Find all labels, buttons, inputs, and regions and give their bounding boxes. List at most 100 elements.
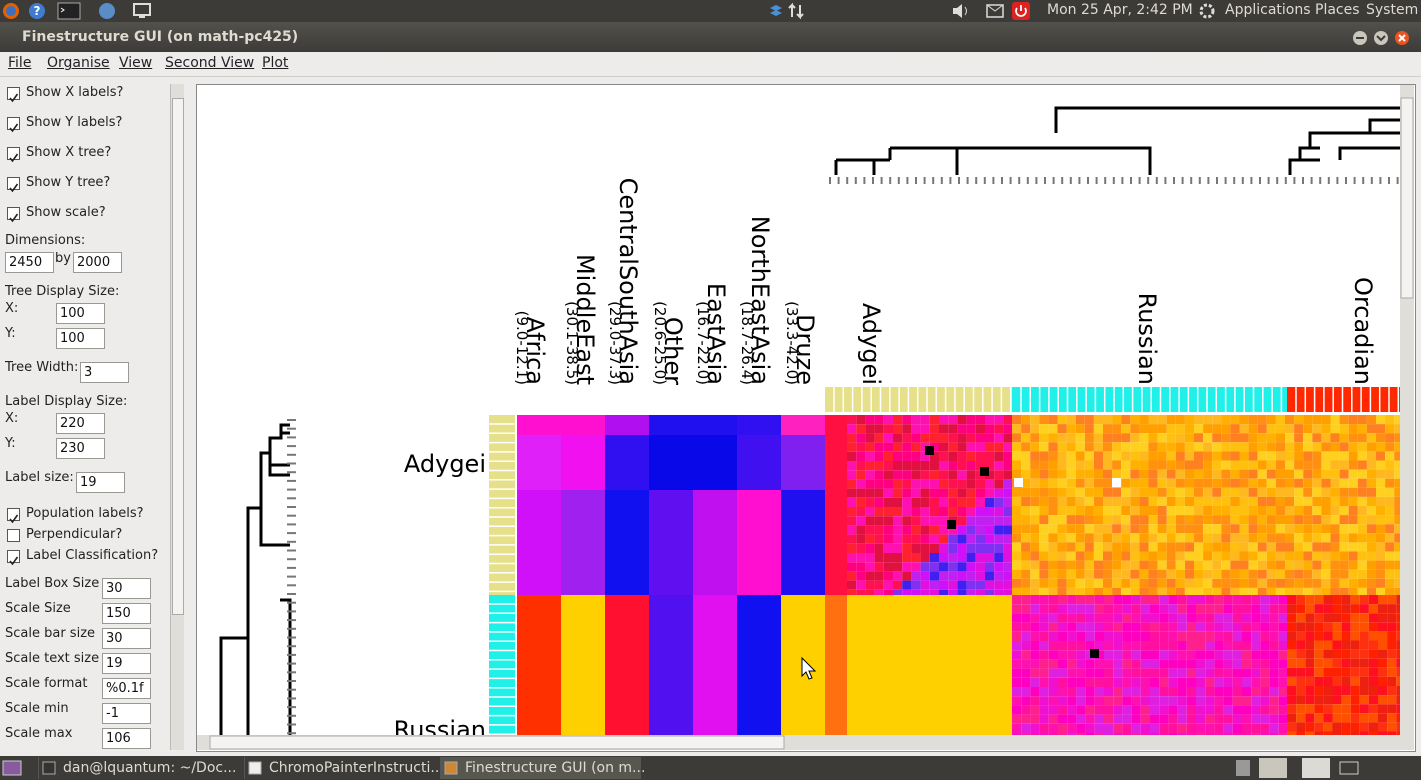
heatmap-cell bbox=[1075, 578, 1085, 588]
heatmap-cell bbox=[865, 442, 875, 452]
text-field[interactable]: %0.1f bbox=[102, 678, 151, 699]
h-scroll-thumb[interactable] bbox=[209, 735, 785, 750]
heatmap-cell bbox=[1067, 687, 1077, 697]
heatmap-cell bbox=[1223, 631, 1233, 641]
checkbox[interactable] bbox=[7, 147, 20, 163]
scroll-thumb[interactable] bbox=[172, 98, 184, 615]
heatmap-cell bbox=[1048, 687, 1058, 697]
heatmap-cell bbox=[1205, 604, 1215, 614]
checkbox[interactable] bbox=[7, 177, 20, 193]
menu-item[interactable]: View bbox=[119, 55, 153, 71]
checkbox[interactable] bbox=[7, 508, 20, 524]
heatmap-cell bbox=[1212, 506, 1222, 516]
heatmap-cell bbox=[1212, 515, 1222, 525]
heatmap-cell bbox=[1075, 524, 1085, 534]
heatmap-cell bbox=[1385, 478, 1395, 488]
heatmap-cell bbox=[1048, 650, 1058, 660]
menu-item[interactable]: Plot bbox=[262, 55, 289, 71]
heatmap-cell bbox=[1186, 696, 1196, 706]
text-field[interactable]: 30 bbox=[102, 578, 151, 599]
menu-item[interactable]: Second View bbox=[165, 55, 255, 71]
settings-icon[interactable] bbox=[1198, 2, 1216, 20]
heatmap-cell bbox=[1330, 496, 1340, 506]
checkbox[interactable] bbox=[7, 529, 20, 542]
menu-item[interactable]: Organise bbox=[47, 55, 110, 71]
heatmap-cell bbox=[966, 479, 976, 489]
heatmap-cell bbox=[1303, 551, 1313, 561]
heatmap-cell bbox=[948, 470, 958, 480]
sidebar-scrollbar[interactable] bbox=[170, 84, 184, 750]
text-field[interactable]: 106 bbox=[102, 728, 151, 749]
heatmap-cell bbox=[1248, 542, 1258, 552]
heatmap-cell bbox=[1103, 578, 1113, 588]
heatmap-cell bbox=[1296, 686, 1306, 696]
menu-system[interactable]: System bbox=[1366, 2, 1419, 18]
task-button[interactable]: dan@lquantum: ~/Doc... bbox=[38, 757, 236, 779]
task-button[interactable]: Finestructure GUI (on m... bbox=[440, 757, 645, 779]
heatmap-cell bbox=[929, 516, 939, 526]
heatmap-cell bbox=[1104, 668, 1114, 678]
heatmap-cell bbox=[1194, 478, 1204, 488]
heatmap-cell bbox=[1248, 515, 1258, 525]
v-scroll-thumb[interactable] bbox=[1400, 97, 1414, 299]
heatmap-cell bbox=[1194, 460, 1204, 470]
text-field[interactable]: 150 bbox=[102, 603, 151, 624]
task-button[interactable]: ChromoPainterInstructi... bbox=[244, 757, 444, 779]
heatmap-cell bbox=[1148, 424, 1158, 434]
heatmap-cell bbox=[1278, 641, 1287, 651]
heatmap-cell bbox=[1021, 478, 1031, 488]
heatmap-cell bbox=[939, 415, 949, 425]
heatmap-cell bbox=[1366, 451, 1376, 461]
heatmap-cell bbox=[1323, 649, 1333, 659]
checkbox[interactable] bbox=[7, 207, 20, 223]
clock[interactable]: Mon 25 Apr, 2:42 PM bbox=[1047, 2, 1193, 18]
text-field[interactable]: 100 bbox=[56, 328, 105, 349]
heatmap-cell bbox=[856, 525, 866, 535]
label: Show scale? bbox=[26, 205, 106, 220]
checkbox[interactable] bbox=[7, 87, 20, 103]
checkbox[interactable] bbox=[7, 550, 20, 566]
text-field[interactable]: 2000 bbox=[73, 252, 122, 273]
text-field[interactable]: -1 bbox=[102, 703, 151, 724]
heatmap-cell bbox=[1269, 595, 1279, 605]
show-desktop[interactable] bbox=[2, 760, 22, 776]
heatmap-cell bbox=[1312, 578, 1322, 588]
heatmap-cell bbox=[1260, 631, 1270, 641]
text-field[interactable]: 220 bbox=[56, 413, 105, 434]
heatmap-cell bbox=[1396, 613, 1400, 623]
heatmap-cell bbox=[1075, 542, 1085, 552]
heatmap-cell bbox=[1030, 542, 1040, 552]
text-field[interactable]: 30 bbox=[102, 628, 151, 649]
menu-places[interactable]: Places bbox=[1315, 2, 1360, 18]
text-field[interactable]: 230 bbox=[56, 438, 105, 459]
heatmap-cell bbox=[1376, 569, 1386, 579]
heatmap-cell bbox=[1275, 560, 1285, 570]
text-field[interactable]: 3 bbox=[80, 362, 129, 383]
heatmap-cell bbox=[1266, 451, 1276, 461]
heatmap-cell bbox=[911, 516, 921, 526]
heatmap-cell bbox=[1048, 705, 1058, 715]
heatmap-cell bbox=[1121, 460, 1131, 470]
window-buttons[interactable] bbox=[1350, 29, 1412, 47]
heatmap-cell bbox=[1140, 723, 1150, 733]
text-field[interactable]: 100 bbox=[56, 303, 105, 324]
heatmap-cell bbox=[948, 553, 958, 563]
checkbox[interactable] bbox=[7, 117, 20, 133]
heatmap-cell bbox=[1278, 595, 1287, 605]
text-field[interactable]: 19 bbox=[76, 472, 125, 493]
heatmap-cell bbox=[1230, 506, 1240, 516]
heatmap-cell bbox=[966, 433, 976, 443]
heatmap-cell bbox=[1385, 578, 1395, 588]
heatmap-cell bbox=[1242, 659, 1252, 669]
heatmap-cell bbox=[1212, 487, 1222, 497]
text-field[interactable]: 19 bbox=[102, 653, 151, 674]
heatmap-cell bbox=[1057, 551, 1067, 561]
heatmap-cell bbox=[1305, 658, 1315, 668]
menu-item[interactable]: File bbox=[8, 55, 32, 71]
heatmap-cell bbox=[874, 451, 884, 461]
text-field[interactable]: 2450 bbox=[5, 252, 54, 273]
label: Tree Width: bbox=[5, 360, 79, 375]
menu-applications[interactable]: Applications bbox=[1225, 2, 1311, 18]
heatmap-cell bbox=[517, 490, 561, 595]
heatmap-cell bbox=[1387, 658, 1397, 668]
